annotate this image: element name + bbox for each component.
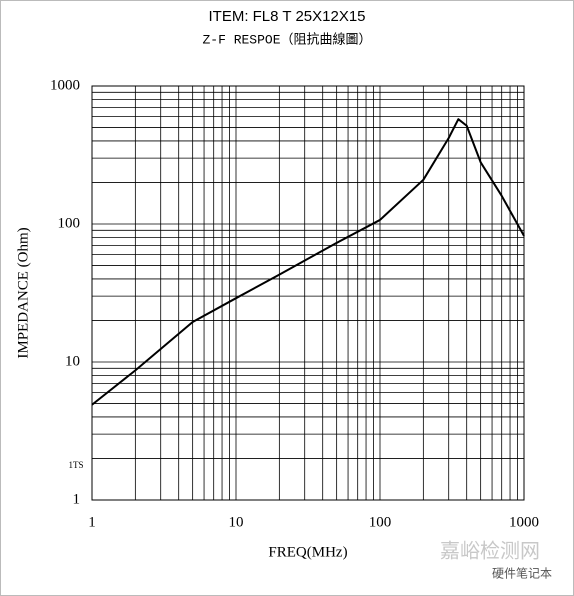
y-tick-label: 100 [58, 215, 81, 231]
y-axis-label: IMPEDANCE (Ohm) [15, 227, 31, 358]
x-tick-label: 1000 [509, 514, 539, 530]
chart-subtitle: Z-F RESPOE（阻抗曲線圖） [202, 31, 371, 47]
y-tick-label: 10 [65, 353, 80, 369]
annotation: 1TS [68, 460, 83, 470]
y-tick-label: 1000 [50, 77, 80, 93]
plot-border [91, 85, 525, 501]
x-tick-label: 10 [229, 514, 244, 530]
y-tick-label: 1 [73, 491, 81, 507]
watermark: 硬件笔记本 [492, 566, 552, 581]
watermark: 嘉峪检测网 [440, 539, 540, 563]
x-tick-label: 1 [88, 514, 96, 530]
x-tick-label: 100 [369, 514, 392, 530]
x-axis-label: FREQ(MHz) [268, 544, 347, 560]
chart-title: ITEM: FL8 T 25X12X15 [208, 8, 365, 25]
impedance-line [91, 118, 525, 406]
